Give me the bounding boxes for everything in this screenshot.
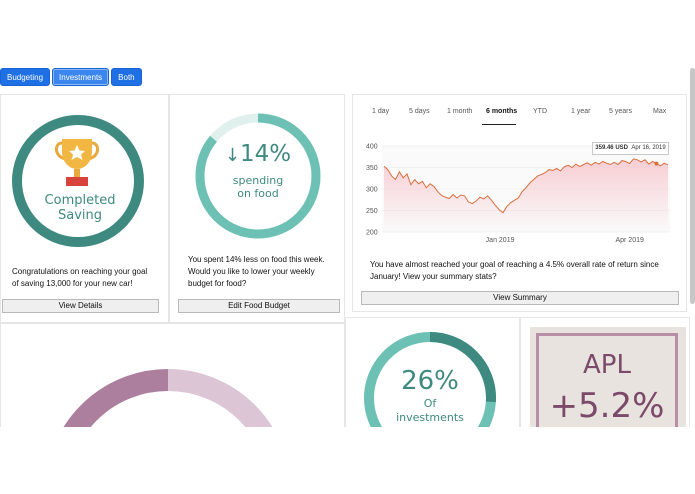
food-ring (195, 113, 321, 239)
food-percent-row: ↓14% (203, 140, 313, 170)
apl-ticker: APL (583, 350, 631, 380)
food-message-line1: You spent 14% less on food this week. (188, 255, 325, 264)
savings-ring-line2: Saving (57, 208, 102, 223)
range-selector: 1 day 5 days 1 month 6 months YTD 1 year… (360, 108, 680, 122)
investments-label2: investments (396, 411, 464, 424)
pie-ring (63, 369, 273, 427)
x-tick-label: Jan 2019 (486, 237, 515, 244)
down-arrow-icon: ↓ (224, 145, 240, 166)
tab-both[interactable]: Both (111, 68, 142, 86)
apl-change: +5.2% (549, 386, 665, 426)
range-5-years[interactable]: 5 years (609, 108, 632, 115)
y-tick-label: 400 (366, 144, 378, 151)
food-ring-progress (195, 113, 321, 239)
food-message-line3: budget for food? (188, 279, 247, 288)
stock-message: You have almost reached your goal of rea… (370, 259, 680, 283)
tooltip-value: 359.46 USD (595, 145, 628, 151)
food-percent: 14% (239, 141, 292, 167)
investments-label1: Of (423, 397, 437, 410)
chart-series-line (383, 158, 669, 214)
tab-budgeting[interactable]: Budgeting (0, 68, 51, 86)
x-tick-label: Apr 2019 (615, 237, 644, 244)
trophy-icon (55, 139, 99, 186)
view-details-button[interactable]: View Details (2, 299, 159, 313)
range-1-day[interactable]: 1 day (372, 108, 390, 115)
stock-line-chart: 400 350 300 250 200 Jan 2019 Apr 2019 (366, 144, 670, 244)
chart-tooltip: 359.46 USD Apr 16, 2019 (592, 142, 669, 155)
view-summary-button[interactable]: View Summary (361, 291, 679, 305)
y-tick-label: 300 (366, 187, 378, 194)
range-1-year[interactable]: 1 year (571, 108, 591, 115)
range-max[interactable]: Max (653, 108, 667, 115)
range-6-months[interactable]: 6 months (486, 108, 518, 115)
pie-segment-2 (167, 369, 273, 427)
stock-message-line2: January! View your summary stats? (370, 272, 497, 281)
chart-hover-point[interactable] (654, 161, 659, 166)
dashboard-viewport: Budgeting Investments Both Completed Sav… (0, 68, 695, 427)
savings-ring-line1: Completed (44, 193, 116, 208)
apl-frame: APL +5.2% (536, 333, 678, 427)
tooltip-date: Apr 16, 2019 (631, 145, 666, 151)
savings-message-line1: Congratulations on reaching your goal (12, 267, 148, 276)
pie-segment-1 (63, 369, 169, 427)
edit-food-budget-button[interactable]: Edit Food Budget (178, 299, 340, 313)
investments-percent: 26% (401, 366, 459, 396)
food-label2: on food (237, 187, 279, 200)
active-range-underline (482, 124, 516, 125)
tab-investments[interactable]: Investments (52, 68, 110, 86)
page-scrollbar[interactable] (690, 68, 695, 304)
savings-message-line2: of saving 13,000 for your new car! (12, 279, 133, 288)
range-ytd[interactable]: YTD (533, 108, 547, 115)
stock-message-line1: You have almost reached your goal of rea… (370, 260, 659, 269)
view-toggle-group: Budgeting Investments Both (0, 68, 142, 86)
y-tick-label: 250 (366, 208, 378, 215)
y-tick-label: 350 (366, 165, 378, 172)
food-message-line2: Would you like to lower your weekly (188, 267, 315, 276)
investments-ring (364, 332, 496, 427)
y-tick-label: 200 (366, 230, 378, 237)
food-label1: spending (232, 174, 284, 187)
investments-ring-progress (364, 332, 496, 427)
food-message: You spent 14% less on food this week. Wo… (188, 254, 338, 290)
savings-ring (12, 115, 144, 247)
chart-area-fill (384, 158, 668, 232)
range-1-month[interactable]: 1 month (447, 108, 473, 115)
savings-message: Congratulations on reaching your goal of… (12, 266, 162, 290)
range-5-days[interactable]: 5 days (409, 108, 430, 115)
food-card (169, 94, 345, 323)
